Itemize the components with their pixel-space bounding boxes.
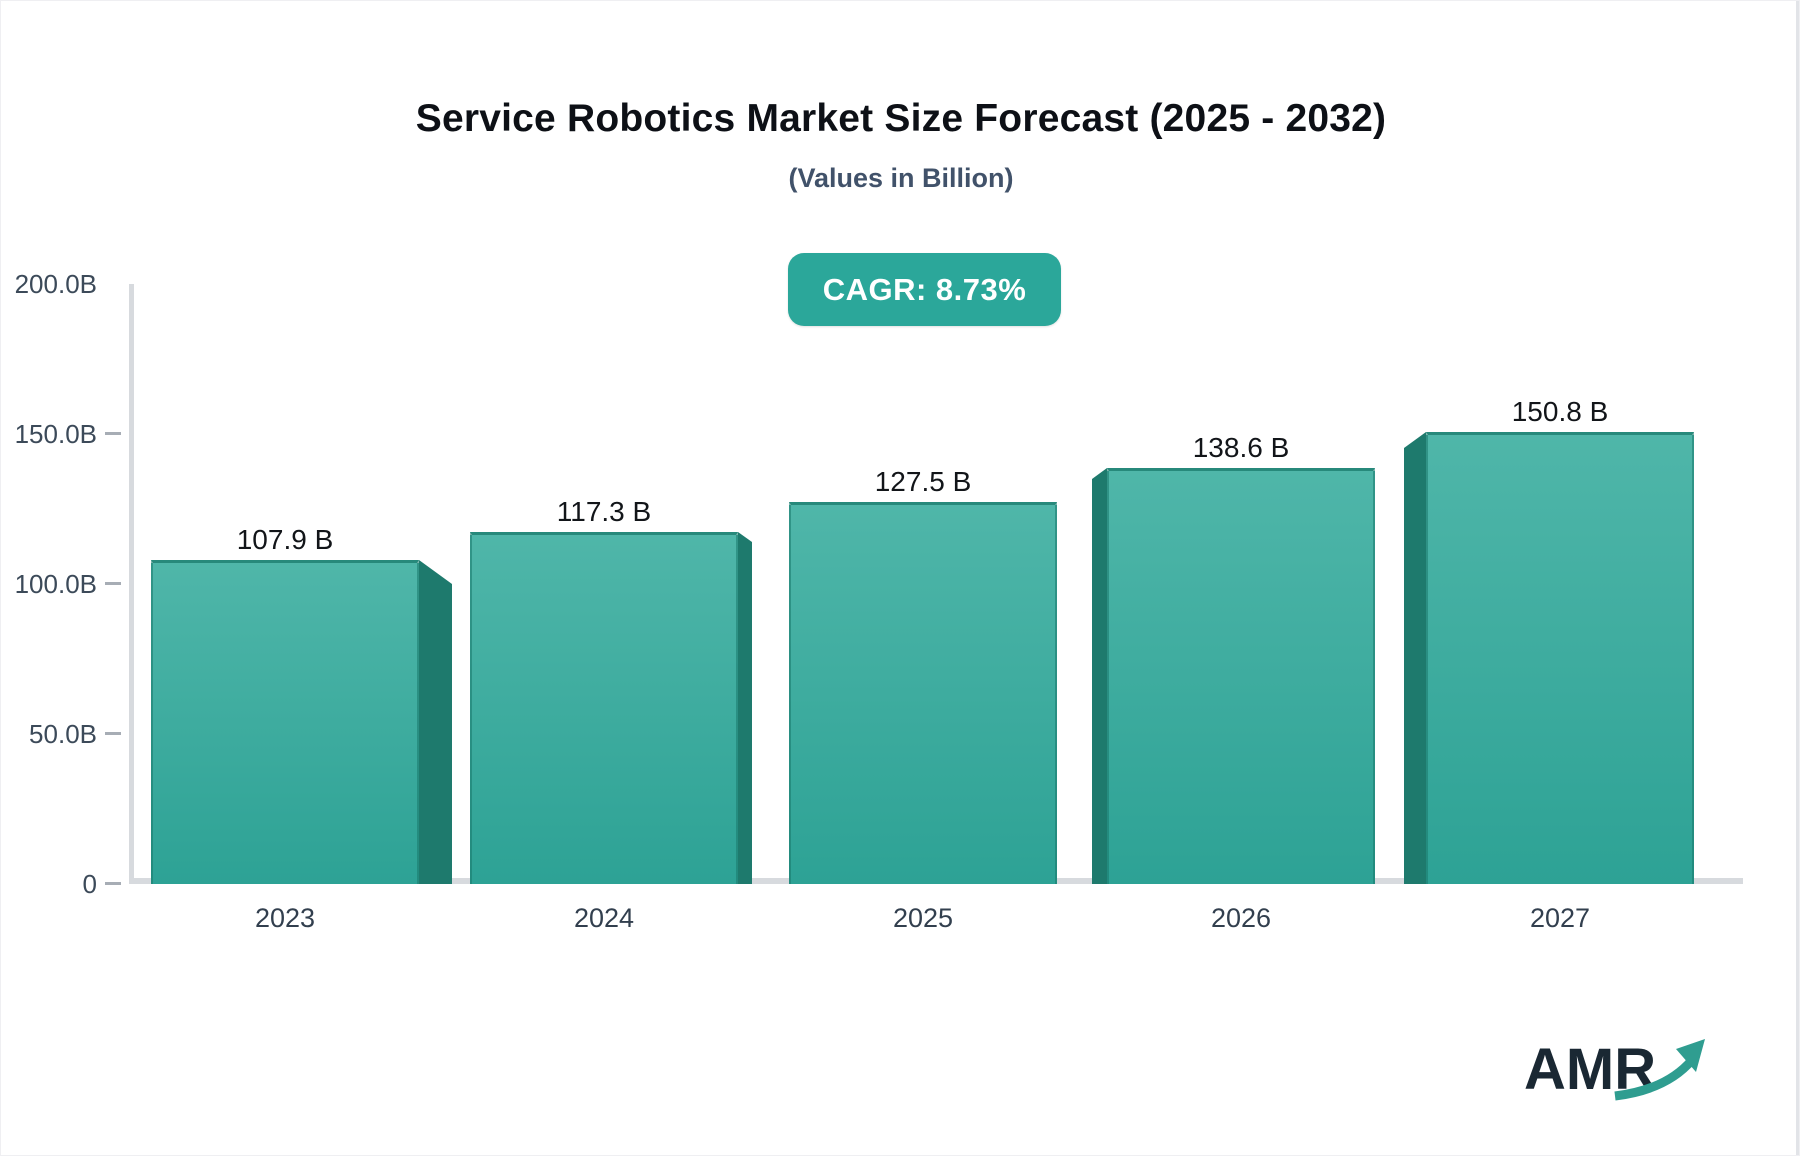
y-axis-tick-label: 100.0B [14,569,97,599]
bar-2023 [151,560,419,884]
amr-logo: AMR [1524,1036,1709,1108]
bar-2027 [1426,432,1694,884]
bar-side-3d [738,532,752,884]
bar-value-label: 107.9 B [236,524,334,555]
x-axis-label: 2027 [1529,903,1591,933]
y-axis-tick-mark [105,732,121,735]
header: Service Robotics Market Size Forecast (2… [1,97,1799,194]
x-axis-label: 2023 [254,903,316,933]
bar-value-label: 117.3 B [556,496,652,527]
x-axis-label: 2026 [1210,903,1272,933]
bar-value-label: 150.8 B [1511,396,1609,427]
x-axis-label: 2025 [892,903,954,933]
y-axis-tick-mark [105,882,121,885]
bar-side-3d [1092,468,1107,884]
bar-side-3d [1404,432,1426,884]
bar-2026 [1107,468,1375,884]
y-axis-line [129,284,134,884]
cagr-badge: CAGR: 8.73% [788,253,1061,326]
y-axis-tick-mark [105,582,121,585]
y-axis-tick-label: 50.0B [29,719,97,749]
cagr-badge-label: CAGR: 8.73% [822,271,1027,307]
bar-side-3d [419,560,452,884]
bar-2025 [789,502,1057,884]
bar-value-label: 127.5 B [874,466,972,497]
x-axis-label: 2024 [573,903,635,933]
chart-title: Service Robotics Market Size Forecast (2… [415,97,1387,140]
y-axis-tick-label: 0 [82,869,97,899]
page-right-edge [1796,1,1799,1155]
chart-subtitle: (Values in Billion) [788,163,1014,193]
bar-2024 [470,532,738,884]
y-axis-tick-label: 200.0B [14,269,97,299]
growth-arrow-icon [1614,1039,1705,1101]
y-axis-tick-mark [105,432,121,435]
bar-value-label: 138.6 B [1192,432,1290,463]
y-axis-tick-label: 150.0B [14,419,97,449]
